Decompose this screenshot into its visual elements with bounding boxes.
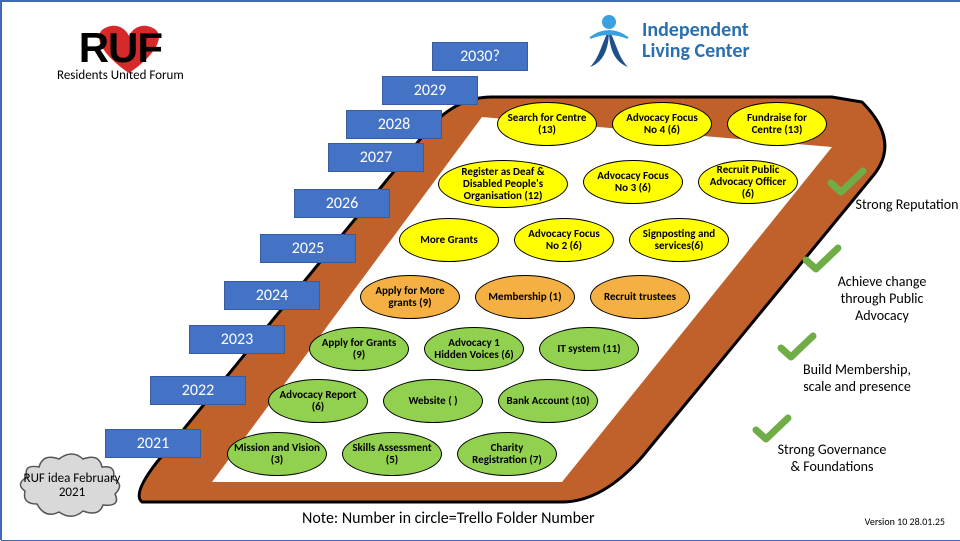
milestone: Apply for Grants (9)	[309, 327, 409, 371]
milestone: Mission and Vision (3)	[227, 432, 327, 476]
milestone: Advocacy Report (6)	[268, 379, 368, 423]
milestone: Register as Deaf & Disabled People's Org…	[438, 160, 568, 208]
ruf-logo: RUF Residents United Forum	[57, 24, 184, 83]
year-2022: 2022	[150, 376, 246, 405]
milestone: Bank Account (10)	[498, 379, 598, 423]
year-2030: 2030?	[432, 42, 528, 71]
ilc-person-icon	[582, 12, 637, 77]
checkmark-icon	[802, 244, 842, 274]
milestone: More Grants	[399, 218, 499, 262]
version-label: Version 10 28.01.25	[865, 515, 945, 528]
goal-text: Strong Reputation	[852, 197, 960, 214]
idea-cloud: RUF idea February 2021	[22, 452, 122, 520]
milestone: Search for Centre (13)	[497, 102, 597, 146]
milestone: Advocacy Focus No 3 (6)	[583, 160, 683, 204]
milestone: Apply for More grants (9)	[360, 275, 460, 319]
milestone: Fundraise for Centre (13)	[727, 102, 827, 146]
milestone: Advocacy Focus No 2 (6)	[514, 218, 614, 262]
milestone: Advocacy Focus No 4 (6)	[612, 102, 712, 146]
checkmark-icon	[827, 167, 867, 197]
ilc-title: Independent Living Center	[642, 20, 750, 62]
ilc-line2: Living Center	[642, 39, 750, 63]
year-2023: 2023	[189, 325, 285, 354]
milestone: Advocacy 1 Hidden Voices (6)	[424, 327, 524, 371]
ruf-title: RUF	[57, 24, 184, 72]
cloud-text: RUF idea February 2021	[22, 472, 122, 501]
milestone: IT system (11)	[539, 327, 639, 371]
milestone: Skills Assessment (5)	[342, 432, 442, 476]
milestone: Charity Registration (7)	[457, 432, 557, 476]
milestone: Recruit trustees	[590, 275, 690, 319]
checkmark-icon	[777, 332, 817, 362]
year-2029: 2029	[382, 76, 478, 105]
goal-text: Strong Governance & Foundations	[777, 442, 887, 476]
year-2026: 2026	[294, 189, 390, 218]
year-2028: 2028	[346, 110, 442, 139]
year-2025: 2025	[260, 234, 356, 263]
footer-note: Note: Number in circle=Trello Folder Num…	[302, 509, 595, 528]
milestone: Signposting and services(6)	[629, 218, 729, 262]
milestone: Membership (1)	[475, 275, 575, 319]
year-2027: 2027	[328, 143, 424, 172]
goal-text: Build Membership, scale and presence	[802, 362, 912, 396]
checkmark-icon	[752, 414, 792, 444]
milestone: Website ( )	[383, 379, 483, 423]
milestone: Recruit Public Advocacy Officer (6)	[698, 160, 798, 204]
ilc-logo	[582, 12, 637, 82]
year-2024: 2024	[224, 281, 320, 310]
goal-text: Achieve change through Public Advocacy	[827, 274, 937, 324]
